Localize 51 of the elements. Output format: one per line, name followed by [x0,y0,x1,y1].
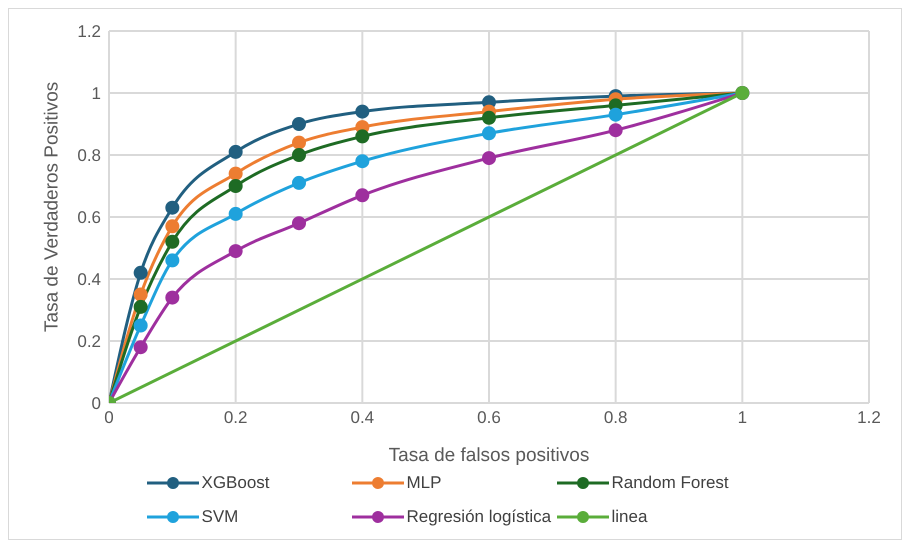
y-tick-label: 1.2 [77,22,101,42]
point [292,117,306,131]
point [134,318,148,332]
point [482,151,496,166]
legend-label: MLP [406,473,442,493]
y-tick-label: 1 [92,84,101,104]
point [134,340,148,354]
point [292,176,306,190]
x-tick-label: 0.4 [350,408,374,428]
point [165,219,180,234]
point [482,126,496,140]
point [228,244,243,258]
y-tick-label: 0 [92,394,101,414]
legend-label: Random Forest [612,473,729,493]
x-tick-label: 0.8 [604,408,628,428]
point [228,206,243,221]
x-tick-label: 1 [738,408,748,428]
y-tick-label: 0.2 [77,332,101,352]
point [608,123,623,138]
legend-label: SVM [202,507,238,527]
y-tick-label: 0.8 [77,146,101,166]
x-axis-title: Tasa de falsos positivos [388,445,590,466]
y-tick-label: 0.4 [77,270,101,290]
point [165,290,180,305]
point [134,300,148,314]
point [355,154,370,168]
point [134,266,148,280]
point [355,129,370,144]
point [482,110,496,125]
point [165,234,180,249]
legend-label: XGBoost [202,473,270,493]
point [292,216,306,230]
y-axis-title: Tasa de Verdaderos Positivos [42,82,63,332]
point [608,108,623,122]
point [165,200,180,215]
point [355,188,370,202]
x-tick-label: 1.2 [857,408,881,428]
point [228,144,243,159]
legend-label: linea [612,507,648,527]
x-tick-label: 0 [104,408,114,428]
y-tick-label: 0.6 [77,208,101,228]
x-tick-label: 0.2 [224,408,248,428]
point [134,288,148,302]
point [355,104,370,119]
point [165,253,180,268]
point [292,136,306,150]
legend-label: Regresión logística [406,507,552,527]
point [292,148,306,162]
point [228,166,243,181]
x-tick-label: 0.6 [477,408,501,428]
point [228,179,243,193]
